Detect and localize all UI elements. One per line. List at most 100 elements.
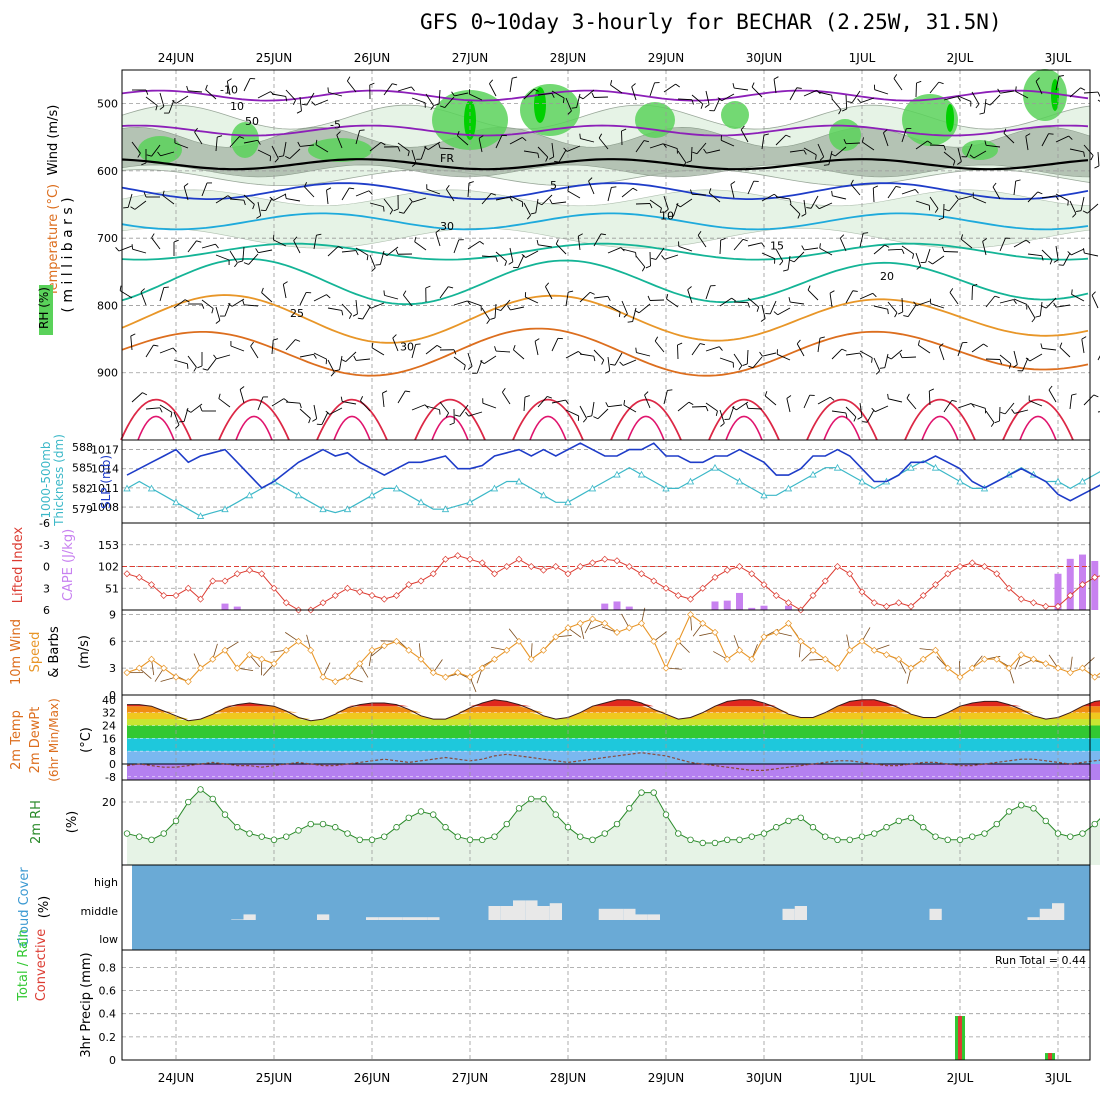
cloud-middle-bar [366, 917, 379, 920]
wind-barb-flag [641, 266, 646, 272]
rh2m-point [956, 836, 964, 844]
wind-barb [188, 90, 203, 93]
wind-barb-flag [897, 311, 903, 315]
wind-barb [537, 146, 549, 158]
wind-barb [201, 299, 214, 309]
wind-barb-flag [490, 317, 496, 320]
wind-barb-flag [375, 264, 381, 266]
thickness-point [245, 491, 254, 499]
wind-barb [832, 195, 847, 200]
wind-barb-flag [644, 391, 649, 396]
wind-speed-point [148, 655, 155, 663]
rh2m-point [1067, 833, 1074, 840]
wind-barb [740, 129, 749, 143]
li-tick: -3 [39, 539, 50, 552]
wind-barb-flag [285, 96, 288, 102]
wind-speed-point [295, 637, 302, 645]
wind-barb-flag [1081, 336, 1087, 340]
li-point [699, 584, 707, 592]
rh2m-point [197, 786, 204, 793]
cloud-middle-bar [415, 917, 428, 920]
wind-barb-flag [439, 105, 445, 108]
wind-speed-point [197, 664, 204, 672]
wind-speed-point [821, 655, 829, 663]
isotherm-label: 30 [400, 341, 414, 354]
isotherm-35 [708, 398, 780, 441]
wind-barb-flag [130, 206, 136, 210]
wind-barb-flag [255, 248, 259, 253]
wind-barb [762, 352, 777, 357]
wind-barb [729, 405, 735, 420]
wind-barb [664, 254, 679, 260]
wind-speed-point [772, 628, 780, 636]
wind-speed-point [944, 664, 952, 672]
wind-barb-flag [742, 238, 748, 242]
wind-barb [257, 201, 262, 216]
wind-barb [850, 183, 861, 196]
wind-barb-flag [879, 367, 885, 369]
li-tick: 0 [43, 561, 50, 574]
wind-barb [803, 147, 817, 156]
wind-barb [482, 402, 497, 409]
li-point [993, 570, 1001, 578]
wind-barb [971, 91, 980, 105]
date-label-top: 3JUL [1045, 51, 1072, 65]
wind-barb-flag [172, 347, 177, 352]
wind-barb [1039, 301, 1043, 316]
wind-barb-flag [359, 129, 365, 131]
cape-axis-label: CAPE (J/kg) [61, 529, 76, 601]
wind-barb [459, 404, 469, 417]
wind-barb [392, 337, 399, 352]
li-point [319, 599, 327, 607]
wind-barb [537, 396, 548, 408]
thickness-point [123, 484, 131, 492]
isotherm-label: 10 [660, 209, 674, 222]
wind-barb [804, 247, 819, 251]
cloud-middle-bar [243, 914, 256, 920]
rh2m-point [258, 833, 265, 840]
wind-barb-flag [1008, 363, 1012, 369]
thickness-point [613, 470, 621, 478]
wind-barb-flag [366, 255, 369, 261]
wind10m-barb [249, 654, 261, 668]
wind-barb-flag [884, 244, 890, 248]
wind-barb-flag [783, 269, 789, 272]
wind-barb-flag [301, 103, 307, 106]
wind-speed-point [846, 646, 854, 654]
wind-barb [948, 199, 959, 212]
wind-barb [243, 194, 255, 205]
wind10m-barb [508, 628, 520, 642]
wind-barb [545, 286, 553, 300]
precip-frame [121, 949, 1091, 1061]
rh2m-point [736, 836, 743, 844]
wind-barb [636, 352, 651, 357]
pressure-tick: 500 [97, 98, 118, 111]
wind-barb [747, 181, 755, 195]
thickness-point [417, 498, 425, 506]
wind-barb-flag [801, 213, 807, 217]
wind-barb [438, 89, 441, 104]
rh2m-point [871, 830, 878, 837]
wind-barb [168, 99, 175, 114]
wind-barb [872, 187, 875, 203]
wind-barb [484, 355, 497, 365]
rh2m-point [711, 839, 719, 847]
wind-barb-flag [533, 88, 539, 92]
wind-barb-flag [145, 89, 149, 95]
wind-barb [555, 243, 567, 255]
wind-barb-flag [578, 95, 584, 100]
wind-barb [1041, 249, 1053, 261]
wind-barb [397, 390, 406, 404]
wind-barb [386, 246, 399, 256]
wind-speed-point [1054, 664, 1062, 672]
wind-barb [817, 91, 832, 96]
wind-barb-flag [850, 179, 854, 185]
wind-speed-point [184, 678, 192, 686]
rh2m-point [626, 805, 633, 812]
date-label-bottom: 28JUN [550, 1071, 587, 1085]
rh2m-point [503, 820, 510, 828]
wind-barb [523, 202, 531, 216]
wind-speed-point [625, 624, 633, 632]
wind-barb [1013, 298, 1028, 305]
wind-barb [649, 199, 662, 209]
